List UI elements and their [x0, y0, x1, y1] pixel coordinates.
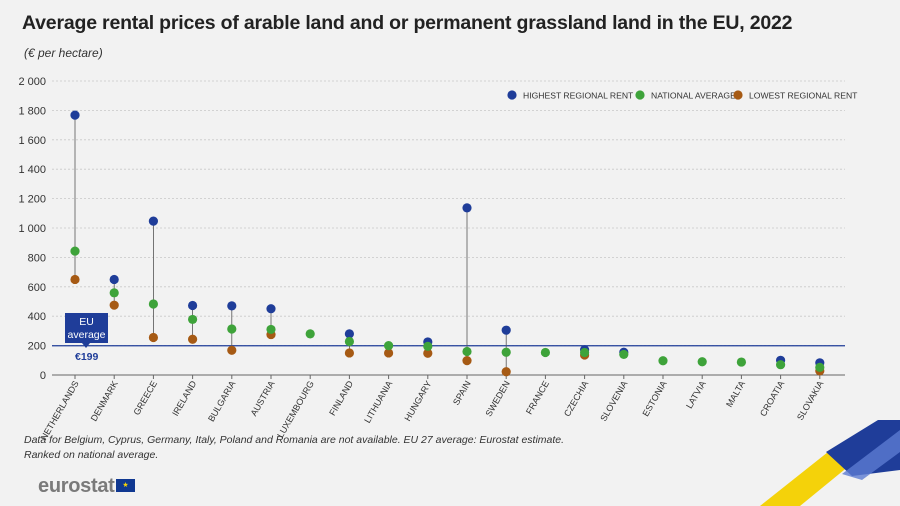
y-tick-label: 0 [40, 370, 46, 382]
data-point-national [736, 357, 747, 367]
data-point-national [776, 360, 786, 370]
y-tick-label: 1 400 [18, 164, 46, 176]
data-point-national [148, 299, 158, 309]
x-tick-label: LATVIA [684, 379, 708, 410]
x-tick-label: SWEDEN [484, 379, 512, 418]
legend-marker-lowest [733, 90, 743, 100]
data-point-national [266, 324, 276, 335]
y-tick-label: 1 000 [18, 223, 46, 235]
eu-flag-icon: ★ [116, 479, 135, 492]
eu-average-pointer [82, 343, 90, 348]
eu-average-box [65, 313, 108, 343]
chart-subtitle: (€ per hectare) [24, 46, 103, 60]
x-tick-label: CZECHIA [562, 379, 590, 418]
legend-marker-highest [507, 90, 517, 100]
legend-label: LOWEST REGIONAL RENT [749, 91, 858, 101]
y-tick-label: 1 600 [18, 135, 46, 147]
data-point-national [384, 341, 394, 351]
data-point-highest [344, 329, 354, 339]
y-tick-label: 800 [28, 252, 46, 264]
data-point-national [109, 288, 119, 298]
data-point-lowest [462, 355, 472, 366]
data-point-highest [188, 300, 198, 311]
x-tick-label: LITHUANIA [362, 379, 394, 425]
data-point-lowest [148, 332, 158, 343]
eurostat-logo: eurostat [38, 475, 115, 497]
y-tick-label: 200 [28, 341, 46, 353]
x-tick-label: GREECE [131, 379, 159, 417]
x-tick-label: FINLAND [327, 379, 355, 418]
x-tick-label: SPAIN [451, 379, 473, 407]
dot-plot-chart: 0 200 400 600 800 1 000 1 200 1 400 1 600 1 800 2 … [18, 76, 858, 440]
data-point-highest [227, 301, 237, 311]
x-tick-label: IRELAND [170, 379, 198, 418]
data-point-highest [266, 304, 276, 314]
x-tick-label: CROATIA [758, 379, 786, 418]
data-point-national [540, 347, 551, 358]
x-tick-label: AUSTRIA [249, 379, 277, 418]
x-tick-label: BULGARIA [206, 379, 237, 423]
data-point-lowest [70, 274, 80, 285]
x-tick-label: FRANCE [524, 379, 551, 416]
x-tick-label: LUXEMBOURG [275, 379, 316, 439]
data-point-national [344, 336, 354, 347]
y-tick-label: 600 [28, 282, 46, 294]
eu-average-label: average [68, 329, 106, 341]
data-point-lowest [501, 367, 511, 377]
data-point-national [70, 246, 80, 256]
data-point-highest [109, 274, 119, 285]
data-point-highest [501, 325, 511, 335]
data-point-highest [148, 216, 158, 226]
data-point-lowest [423, 348, 433, 358]
eu-average-value: €199 [75, 351, 99, 363]
footnote-line-1: Data for Belgium, Cyprus, Germany, Italy… [24, 434, 565, 446]
legend-marker-national [635, 90, 645, 100]
x-tick-label: ESTONIA [640, 379, 668, 418]
y-tick-label: 1 200 [18, 194, 46, 206]
footnote-line-2: Ranked on national average. [24, 449, 159, 461]
data-point-national [501, 347, 511, 357]
data-point-national [815, 362, 825, 372]
data-point-national [658, 356, 668, 366]
y-tick-label: 2 000 [18, 76, 46, 88]
data-point-lowest [188, 334, 198, 344]
data-point-national [619, 349, 629, 360]
data-point-national [423, 341, 433, 351]
data-point-national [188, 314, 198, 325]
x-tick-label: HUNGARY [402, 379, 433, 423]
legend-label: NATIONAL AVERAGE [651, 91, 736, 101]
legend-label: HIGHEST REGIONAL RENT [523, 91, 634, 101]
y-tick-label: 400 [28, 311, 46, 323]
data-point-national [580, 347, 590, 358]
data-point-national [227, 324, 237, 334]
x-tick-label: SLOVENIA [598, 379, 629, 423]
data-point-lowest [344, 348, 354, 358]
x-tick-label: DENMARK [89, 379, 120, 423]
data-point-lowest [384, 348, 394, 358]
x-tick-label: NETHERLANDS [39, 379, 81, 440]
x-tick-label: MALTA [724, 379, 747, 409]
ribbon-yellow [760, 452, 866, 506]
data-point-highest [462, 203, 472, 213]
data-point-national [697, 357, 707, 367]
data-point-highest [70, 110, 80, 120]
y-tick-label: 1 800 [18, 105, 46, 117]
data-point-lowest [109, 300, 119, 310]
chart-title: Average rental prices of arable land and… [22, 12, 793, 34]
data-point-lowest [227, 345, 237, 355]
data-point-national [462, 346, 472, 357]
x-tick-label: SLOVAKIA [795, 379, 826, 422]
eu-average-label: EU [79, 316, 94, 328]
footnote: Data for Belgium, Cyprus, Germany, Italy… [24, 433, 564, 463]
data-point-national [305, 329, 315, 339]
